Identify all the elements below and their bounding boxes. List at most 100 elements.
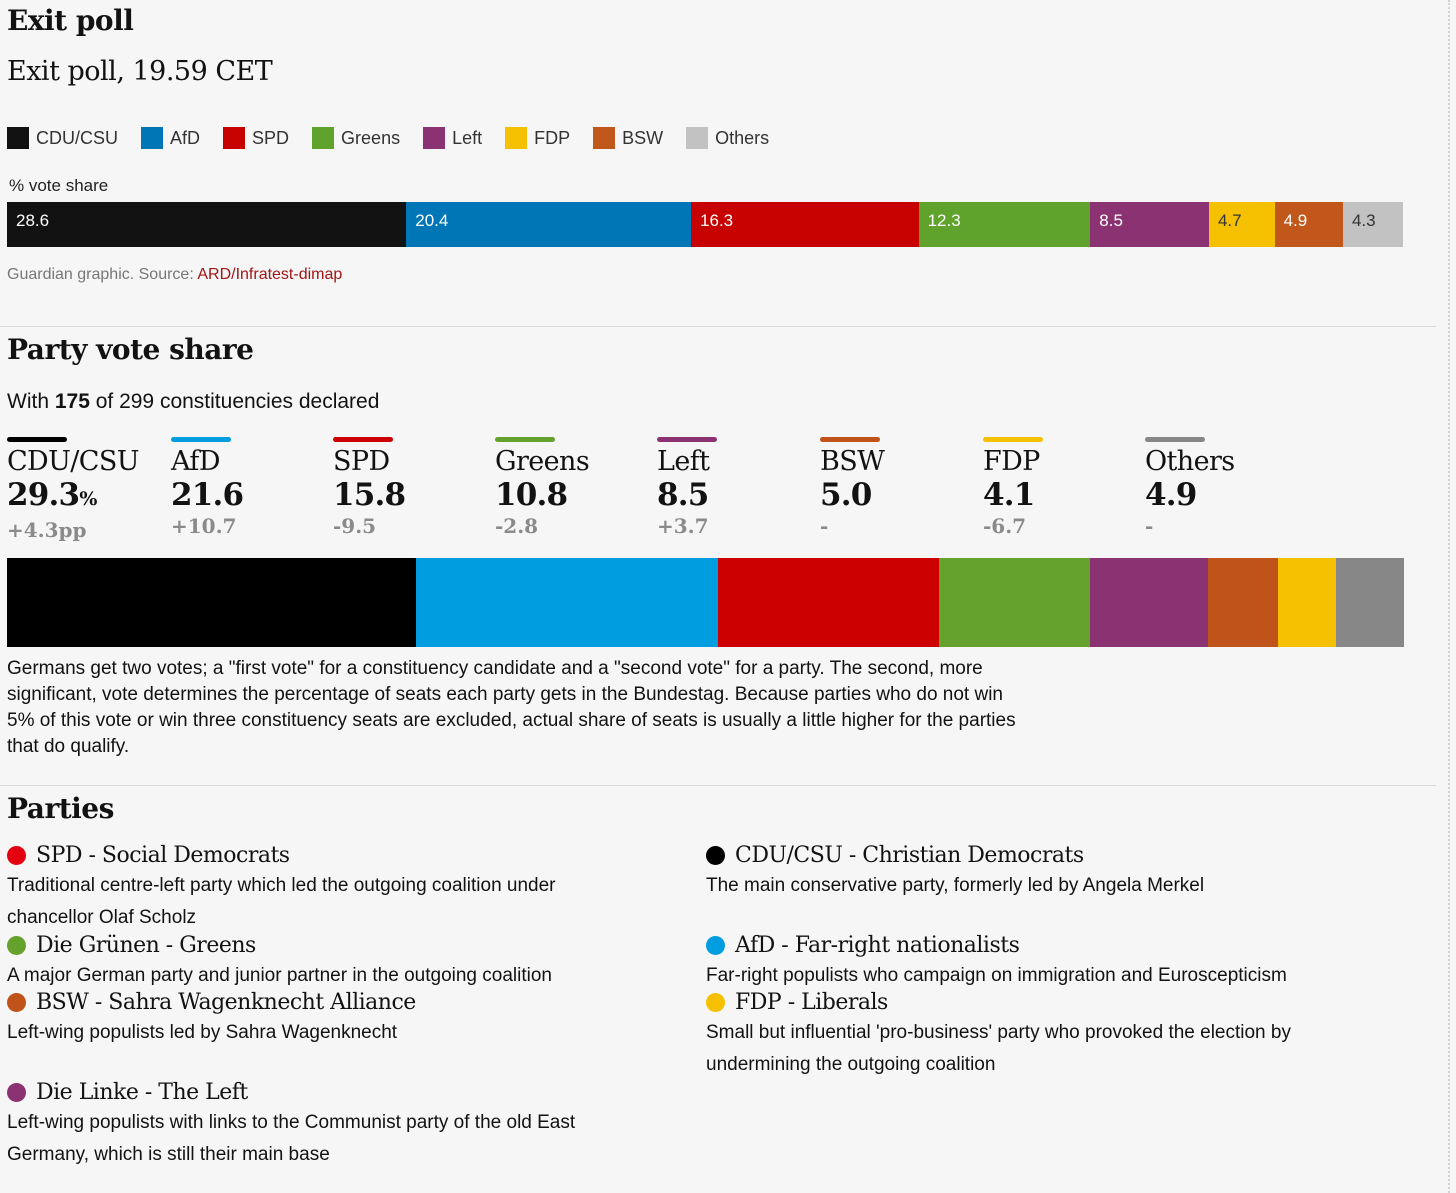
party-name: BSW <box>820 446 885 477</box>
party-value: 8.5 <box>657 477 817 513</box>
bar-data-label: 4.9 <box>1283 211 1308 230</box>
exit-poll-axis-label: % vote share <box>9 176 109 195</box>
bar-data-label: 16.3 <box>700 211 734 230</box>
result-segment-spd <box>718 558 939 647</box>
party-description-name: AfD - Far-right nationalists <box>735 933 1020 958</box>
party-value: 21.6 <box>171 477 331 513</box>
party-name: Left <box>657 446 710 477</box>
party-result-fdp: FDP 4.1 -6.7 <box>983 437 1143 539</box>
declared-suffix: of 299 constituencies declared <box>89 390 380 413</box>
bar-data-label: 12.3 <box>927 211 961 230</box>
party-description-text: A major German party and junior partner … <box>7 965 552 986</box>
bar-segment-spd: 16.3 <box>691 202 919 247</box>
party-dot-icon <box>706 993 725 1012</box>
bar-segment-left: 8.5 <box>1090 202 1209 247</box>
party-description-title: Die Linke - The Left <box>7 1080 647 1105</box>
party-result-afd: AfD 21.6 +10.7 <box>171 437 331 539</box>
party-result-others: Others 4.9- <box>1145 437 1305 539</box>
party-description-text: Left-wing populists led by Sahra Wagenkn… <box>7 1022 398 1043</box>
party-value: 5.0 <box>820 477 980 513</box>
legend-item-spd: SPD <box>223 127 289 149</box>
party-description-name: BSW - Sahra Wagenknecht Alliance <box>36 990 416 1015</box>
bar-segment-greens: 12.3 <box>918 202 1091 247</box>
party-change: -6.7 <box>983 514 1027 538</box>
party-change: +10.7 <box>171 514 237 538</box>
bar-data-label: 20.4 <box>415 211 449 230</box>
party-value-number: 8.5 <box>657 477 709 513</box>
legend-label: AfD <box>170 127 201 148</box>
party-value-number: 4.9 <box>1145 477 1197 513</box>
exit-poll-chart-title: Exit poll, 19.59 CET <box>7 56 273 87</box>
source-link[interactable]: ARD/Infratest-dimap <box>197 266 343 283</box>
party-description-title: BSW - Sahra Wagenknecht Alliance <box>7 990 647 1015</box>
legend-swatch <box>505 127 528 149</box>
exit-poll-heading: Exit poll <box>7 4 134 37</box>
party-description-cdu-csu: CDU/CSU - Christian Democrats The main co… <box>706 843 1366 902</box>
bar-data-label: 8.5 <box>1099 211 1123 230</box>
party-change: - <box>1145 514 1154 538</box>
legend-swatch <box>593 127 616 149</box>
legend-label: Left <box>452 127 483 148</box>
exit-poll-source: Guardian graphic. Source: ARD/Infratest-… <box>7 266 342 284</box>
party-value-number: 29.3 <box>7 477 80 513</box>
party-color-line <box>333 437 393 442</box>
party-description-text: Small but influential 'pro-business' par… <box>706 1022 1291 1075</box>
party-value-number: 10.8 <box>495 477 568 513</box>
party-name: CDU/CSU <box>7 446 139 477</box>
party-name: FDP <box>983 446 1040 477</box>
party-value: 29.3% <box>7 477 167 517</box>
party-value-number: 5.0 <box>820 477 872 513</box>
party-change: -9.5 <box>333 514 377 538</box>
party-color-line <box>171 437 231 442</box>
party-result-greens: Greens 10.8 -2.8 <box>495 437 655 539</box>
party-description-name: FDP - Liberals <box>735 990 888 1015</box>
party-name: Others <box>1145 446 1235 477</box>
parties-heading: Parties <box>7 792 114 825</box>
legend-item-left: Left <box>423 127 482 149</box>
party-value-unit: % <box>79 488 97 510</box>
party-color-line <box>657 437 717 442</box>
party-value-number: 4.1 <box>983 477 1035 513</box>
party-result-left: Left 8.5 +3.7 <box>657 437 817 539</box>
vote-explanation: Germans get two votes; a "first vote" fo… <box>7 658 1016 757</box>
result-segment-others <box>1335 558 1404 647</box>
party-color-line <box>820 437 880 442</box>
party-value: 15.8 <box>333 477 493 513</box>
party-color-line <box>1145 437 1205 442</box>
party-change: +3.7 <box>657 514 709 538</box>
bar-segment-cdu-csu: 28.6 <box>7 202 407 247</box>
party-description-title: Die Grünen - Greens <box>7 933 647 958</box>
party-description-text: Left-wing populists with links to the Co… <box>7 1112 576 1165</box>
party-description-text: The main conservative party, formerly le… <box>706 875 1205 896</box>
bar-segment-afd: 20.4 <box>406 202 692 247</box>
party-result-cdu-csu: CDU/CSU 29.3% +4.3pp <box>7 437 167 543</box>
section-divider <box>0 785 1436 786</box>
exit-poll-legend: CDU/CSU AfD SPD Greens Left FDP BSW Others <box>7 127 792 149</box>
bar-data-label: 4.7 <box>1217 211 1242 230</box>
party-description-name: CDU/CSU - Christian Democrats <box>735 843 1084 868</box>
result-segment-fdp <box>1278 558 1336 647</box>
legend-item-others: Others <box>686 127 769 149</box>
constituencies-declared: With 175 of 299 constituencies declared <box>7 390 379 414</box>
legend-swatch <box>7 127 29 149</box>
legend-label: BSW <box>622 127 664 148</box>
legend-swatch <box>312 127 335 149</box>
bar-data-label: 28.6 <box>16 211 50 230</box>
party-value: 10.8 <box>495 477 655 513</box>
legend-item-cdu-csu: CDU/CSU <box>7 127 118 149</box>
party-value-number: 15.8 <box>333 477 406 513</box>
party-color-line <box>495 437 555 442</box>
party-change: -2.8 <box>495 514 539 538</box>
party-dot-icon <box>7 936 26 955</box>
right-edge-guide <box>1448 0 1450 1193</box>
result-segment-greens <box>938 558 1090 647</box>
party-description-name: SPD - Social Democrats <box>36 843 290 868</box>
party-name: SPD <box>333 446 390 477</box>
party-description-title: FDP - Liberals <box>706 990 1366 1015</box>
party-vote-share-stacked-bar <box>7 558 1404 647</box>
party-description-die-linke: Die Linke - The Left Left-wing populists … <box>7 1080 647 1171</box>
party-color-line <box>983 437 1043 442</box>
party-color-line <box>7 437 67 442</box>
source-prefix: Guardian graphic. Source: <box>7 266 198 283</box>
declared-prefix: With <box>7 390 55 413</box>
